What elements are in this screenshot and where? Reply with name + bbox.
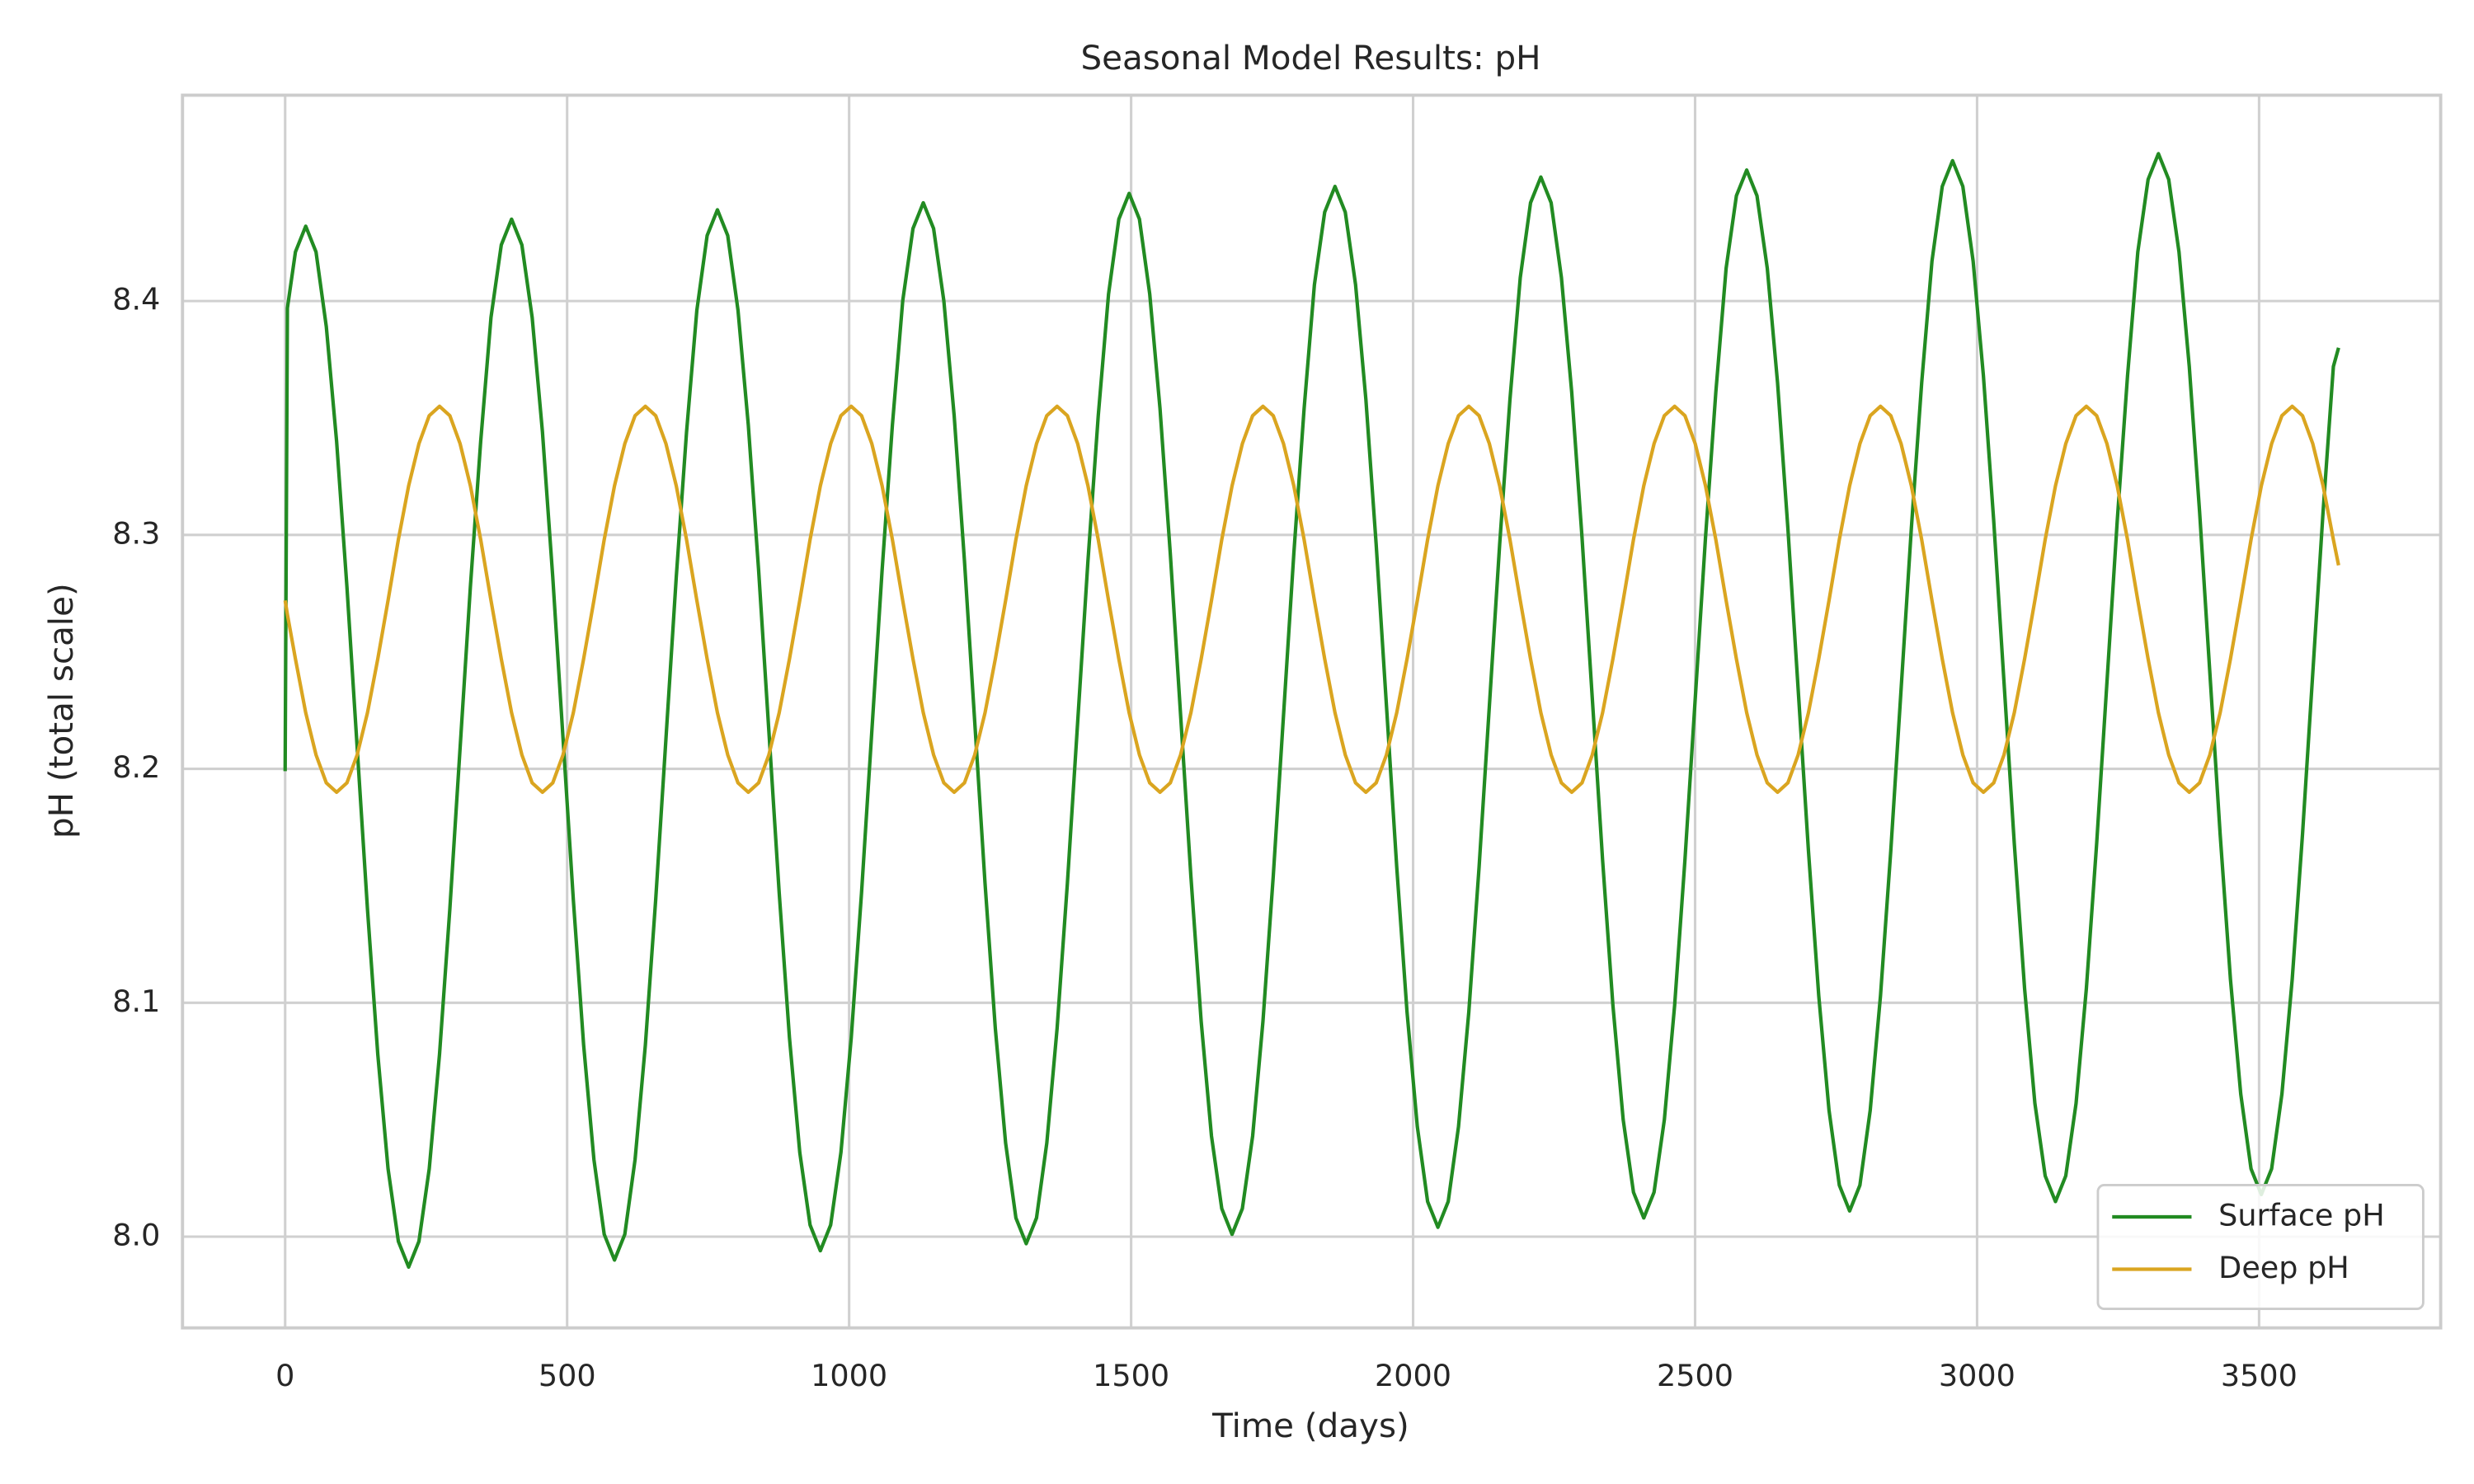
legend: Surface pH Deep pH (2096, 1184, 2425, 1310)
x-tick-label: 3000 (1939, 1358, 2015, 1393)
y-tick-label: 8.1 (112, 984, 160, 1019)
plot-frame (181, 93, 2443, 1330)
x-tick-label: 2500 (1657, 1358, 1733, 1393)
chart-title: Seasonal Model Results: pH (1080, 38, 1540, 77)
legend-label: Surface pH (2218, 1197, 2385, 1233)
x-axis-label: Time (days) (1211, 1406, 1409, 1445)
x-tick-label: 1500 (1093, 1358, 1169, 1393)
series-line (283, 152, 2340, 1270)
x-tick-label: 3500 (2221, 1358, 2298, 1393)
x-tick-label: 500 (539, 1358, 596, 1393)
y-tick-label: 8.4 (112, 282, 160, 317)
x-tick-label: 2000 (1375, 1358, 1451, 1393)
y-axis-label: pH (total scale) (41, 583, 81, 838)
y-tick-label: 8.3 (112, 515, 160, 551)
y-tick-label: 8.2 (112, 749, 160, 785)
legend-label: Deep pH (2218, 1250, 2349, 1285)
y-tick-label: 8.0 (112, 1217, 160, 1252)
x-tick-label: 0 (275, 1358, 294, 1393)
x-tick-label: 1000 (811, 1358, 887, 1393)
series-line (283, 404, 2340, 795)
